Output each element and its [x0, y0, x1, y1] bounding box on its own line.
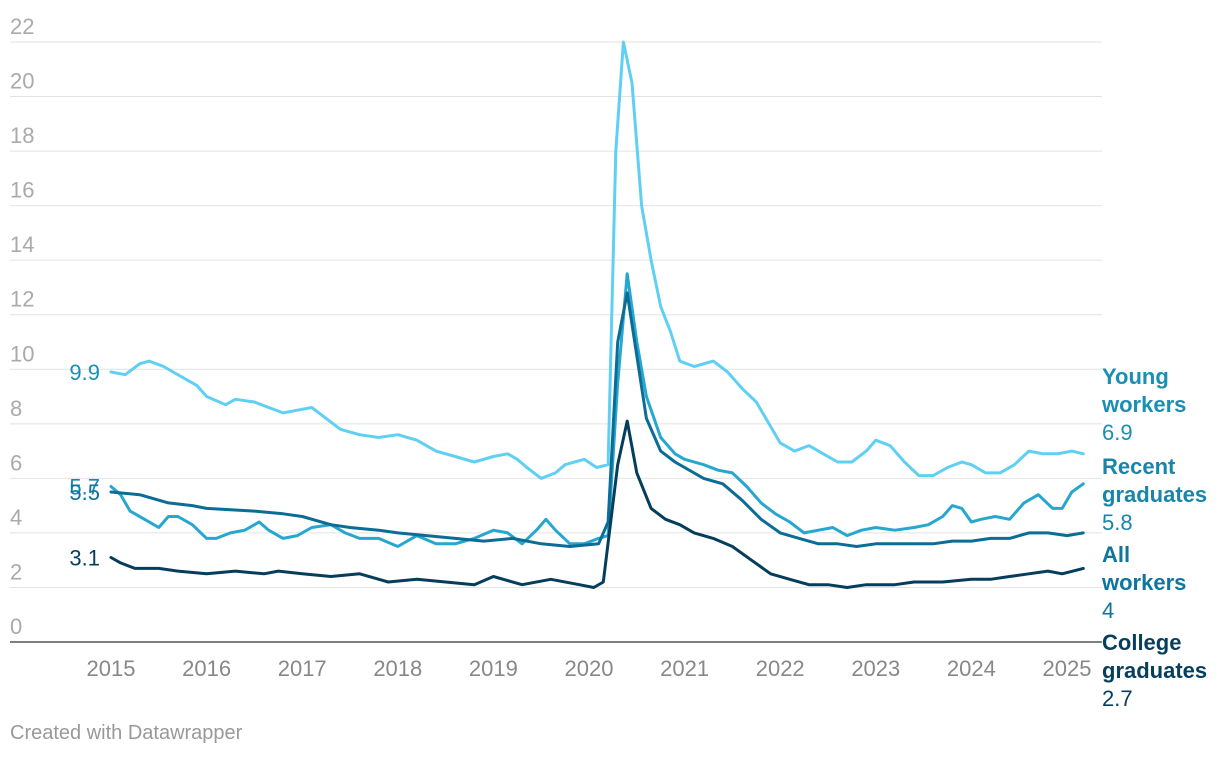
end-series-name: All [1102, 542, 1130, 567]
y-tick-label: 20 [10, 69, 34, 94]
y-tick-label: 10 [10, 341, 34, 366]
start-value-label: 3.1 [69, 545, 100, 570]
end-series-name: workers [1101, 570, 1186, 595]
y-tick-label: 12 [10, 287, 34, 312]
series-line-young-workers [109, 40, 1085, 480]
start-value-label: 9.9 [69, 360, 100, 385]
y-axis-ticks: 0 2 4 6 8 10 12 14 16 18 20 22 [10, 14, 34, 639]
end-value-label: 5.8 [1102, 510, 1133, 535]
end-series-name: Recent [1102, 454, 1176, 479]
x-tick-label: 2025 [1043, 656, 1092, 681]
y-tick-label: 0 [10, 614, 22, 639]
x-tick-label: 2015 [87, 656, 136, 681]
y-tick-label: 18 [10, 123, 34, 148]
x-tick-label: 2020 [565, 656, 614, 681]
end-series-name: graduates [1102, 658, 1207, 683]
y-tick-label: 8 [10, 396, 22, 421]
y-tick-label: 14 [10, 232, 34, 257]
x-tick-label: 2017 [278, 656, 327, 681]
series-lines [109, 40, 1085, 589]
series-line-college-graduates [109, 419, 1085, 589]
start-value-label: 5.7 [69, 475, 100, 500]
end-series-name: College [1102, 630, 1181, 655]
y-tick-label: 22 [10, 14, 34, 39]
x-tick-label: 2024 [947, 656, 996, 681]
y-tick-label: 16 [10, 178, 34, 203]
y-tick-label: 4 [10, 505, 22, 530]
end-series-name: graduates [1102, 482, 1207, 507]
series-line-all-workers [109, 291, 1085, 548]
y-tick-label: 2 [10, 559, 22, 584]
end-value-label: 2.7 [1102, 686, 1133, 711]
end-value-label: 4 [1102, 598, 1114, 623]
x-tick-label: 2018 [373, 656, 422, 681]
x-tick-label: 2021 [660, 656, 709, 681]
x-tick-label: 2022 [756, 656, 805, 681]
end-value-label: 6.9 [1102, 420, 1133, 445]
x-tick-label: 2016 [182, 656, 231, 681]
series-labels: 9.9 5.75.5 3.1 Young workers 6.9 Recent graduat… [69, 360, 1207, 711]
x-tick-label: 2023 [851, 656, 900, 681]
x-tick-label: 2019 [469, 656, 518, 681]
start-value-label: 5.5 [69, 480, 100, 505]
end-series-name: Young [1102, 364, 1169, 389]
footer-credit: Created with Datawrapper [10, 722, 243, 744]
end-series-name: workers [1101, 392, 1186, 417]
grid-lines [10, 41, 1102, 643]
y-tick-label: 6 [10, 450, 22, 475]
x-axis-ticks: 2015 2016 2017 2018 2019 2020 2021 2022 2023 2024… [87, 656, 1092, 681]
